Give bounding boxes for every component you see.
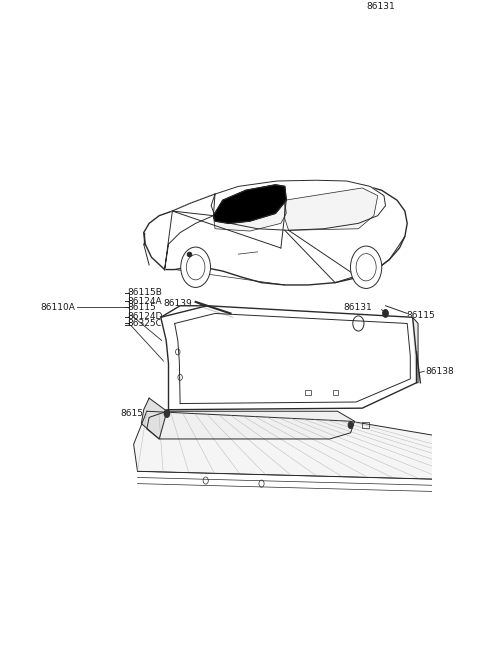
Circle shape [383, 309, 388, 318]
Circle shape [350, 246, 382, 288]
Text: 1416BA: 1416BA [260, 432, 295, 441]
Polygon shape [161, 306, 417, 409]
Polygon shape [142, 398, 167, 439]
Circle shape [348, 422, 353, 428]
Text: 86155: 86155 [120, 409, 149, 418]
Polygon shape [147, 411, 355, 439]
Text: 86124D: 86124D [128, 312, 163, 321]
Text: 86110A: 86110A [40, 303, 75, 312]
Text: 86325C: 86325C [128, 319, 163, 328]
Text: 86115: 86115 [407, 311, 435, 320]
Polygon shape [214, 185, 286, 223]
Bar [333, 390, 338, 395]
Text: 86138: 86138 [426, 367, 455, 376]
Text: 86139: 86139 [163, 299, 192, 308]
Text: 86115: 86115 [128, 303, 156, 312]
Text: 86124A: 86124A [128, 297, 162, 305]
Text: 86124A: 86124A [355, 436, 389, 445]
Bar [362, 422, 369, 428]
Circle shape [181, 247, 211, 288]
Text: 86131: 86131 [366, 2, 395, 11]
Polygon shape [214, 196, 286, 231]
Polygon shape [133, 411, 480, 483]
Text: 86115B: 86115B [343, 446, 378, 455]
Text: 86115B: 86115B [128, 288, 163, 297]
Bar [305, 390, 311, 395]
Polygon shape [165, 194, 215, 270]
Polygon shape [144, 183, 407, 285]
Polygon shape [211, 180, 385, 231]
Circle shape [164, 409, 170, 418]
Polygon shape [285, 188, 378, 231]
Text: 86131: 86131 [344, 303, 372, 312]
Polygon shape [413, 317, 418, 383]
